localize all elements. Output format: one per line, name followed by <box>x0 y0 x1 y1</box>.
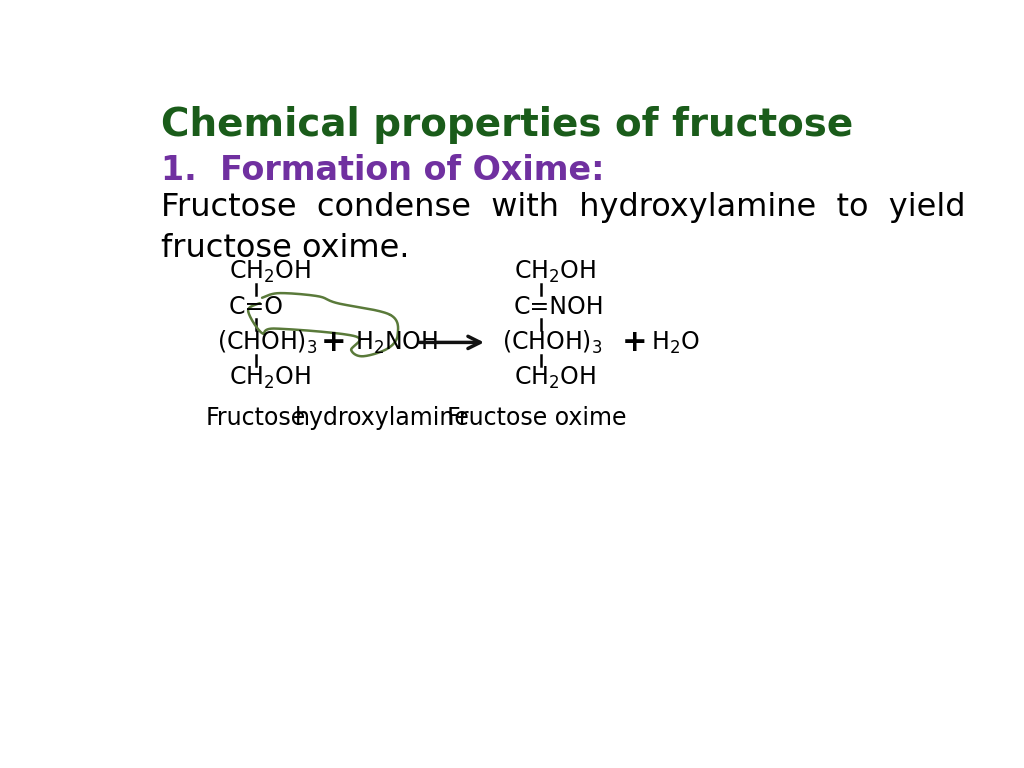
Text: +: + <box>622 328 647 357</box>
Text: Fructose: Fructose <box>206 406 306 430</box>
Text: 1.  Formation of Oxime:: 1. Formation of Oxime: <box>161 154 604 187</box>
Text: C=NOH: C=NOH <box>514 295 604 319</box>
Text: H$_2$O: H$_2$O <box>651 329 699 356</box>
Text: C=O: C=O <box>228 295 284 319</box>
Text: H$_2$NOH: H$_2$NOH <box>355 329 438 356</box>
Text: Chemical properties of fructose: Chemical properties of fructose <box>161 106 853 144</box>
Text: +: + <box>321 328 346 357</box>
Text: fructose oxime.: fructose oxime. <box>161 233 409 264</box>
Text: CH$_2$OH: CH$_2$OH <box>228 259 310 285</box>
Text: CH$_2$OH: CH$_2$OH <box>228 365 310 391</box>
Text: Fructose oxime: Fructose oxime <box>447 406 627 430</box>
Text: hydroxylamine: hydroxylamine <box>295 406 470 430</box>
Text: (CHOH)$_3$: (CHOH)$_3$ <box>503 329 603 356</box>
Text: (CHOH)$_3$: (CHOH)$_3$ <box>217 329 317 356</box>
Text: CH$_2$OH: CH$_2$OH <box>514 365 596 391</box>
Text: Fructose  condense  with  hydroxylamine  to  yield: Fructose condense with hydroxylamine to … <box>161 192 965 223</box>
Text: CH$_2$OH: CH$_2$OH <box>514 259 596 285</box>
